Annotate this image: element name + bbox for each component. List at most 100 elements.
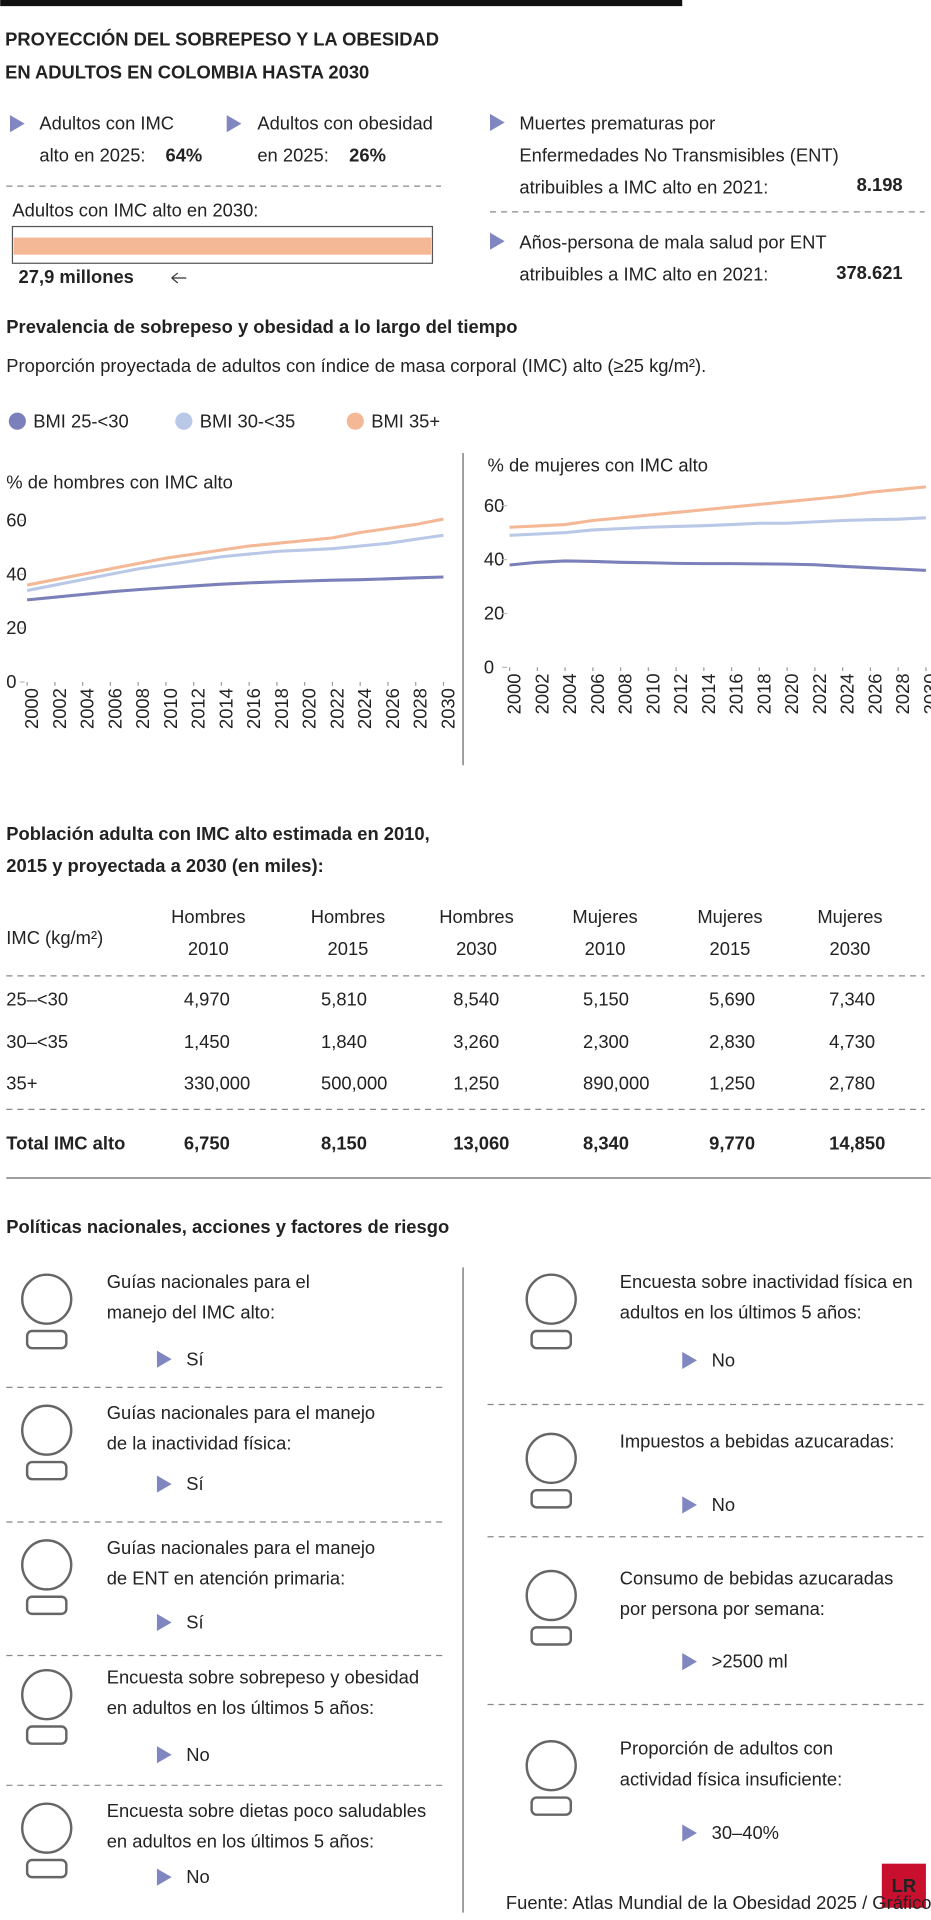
legend-swatch: [8, 412, 26, 430]
line-series: [26, 533, 444, 592]
bullet: [489, 113, 505, 132]
table-cell: 6,750: [184, 1133, 230, 1154]
projection-label: Adultos con IMC alto en 2030:: [12, 200, 258, 221]
table-cell: 5,810: [321, 988, 367, 1009]
table-cell: 4,970: [184, 988, 230, 1009]
stat-value: 64%: [166, 145, 203, 166]
policy-answer: No: [712, 1349, 735, 1370]
ent-value: 8.198: [857, 174, 903, 195]
x-tick-label: 2022: [809, 673, 830, 714]
policy-answer: Sí: [186, 1348, 204, 1369]
icon: [530, 1796, 573, 1816]
line-series: [26, 517, 444, 587]
arrow: [171, 272, 187, 284]
policy-answer: No: [712, 1494, 735, 1515]
legend-swatch: [346, 412, 364, 430]
title: EN ADULTOS EN COLOMBIA HASTA 2030: [5, 61, 369, 82]
policy-text: en adultos en los últimos 5 años:: [107, 1831, 374, 1852]
bar: [13, 237, 432, 255]
table-cell: 500,000: [321, 1073, 387, 1094]
policy-text: manejo del IMC alto:: [107, 1302, 275, 1323]
logo: LR: [892, 1875, 916, 1896]
policy-text: Impuestos a bebidas azucaradas:: [620, 1430, 895, 1451]
stat-value: 26%: [349, 145, 386, 166]
x-tick-label: 2016: [243, 688, 264, 729]
policy-text: en adultos en los últimos 5 años:: [107, 1697, 374, 1718]
table-cell: 8,150: [321, 1133, 367, 1154]
table-cell: 2,780: [829, 1073, 875, 1094]
x-tick-label: 2008: [615, 673, 636, 714]
bullet: [489, 232, 505, 250]
x-tick-label: 2012: [188, 688, 209, 729]
icon: [25, 1460, 68, 1481]
stat-label: alto en 2025:: [39, 145, 145, 166]
table-cell: 890,000: [583, 1073, 649, 1094]
x-tick-label: 2010: [160, 688, 181, 729]
column-header: Mujeres: [817, 906, 882, 927]
axis-label: % de hombres con IMC alto: [6, 472, 233, 493]
policy-text: actividad física insuficiente:: [620, 1768, 842, 1789]
column-header: 2010: [585, 938, 626, 959]
ent-label: atribuibles a IMC alto en 2021:: [519, 263, 768, 284]
bullet: [682, 1351, 697, 1369]
icon: [530, 1488, 573, 1509]
line-series: [26, 575, 444, 602]
policy-text: Encuesta sobre sobrepeso y obesidad: [107, 1667, 419, 1688]
table-cell: 30–<35: [6, 1031, 68, 1052]
y-tick-label: 60: [6, 509, 26, 530]
policy-answer: No: [186, 1744, 209, 1765]
x-tick-label: 2002: [531, 673, 552, 714]
x-tick-label: 2020: [299, 688, 320, 729]
column-header: Hombres: [439, 906, 513, 927]
projection-value: 27,9 millones: [19, 266, 134, 287]
policy-answer: 30–40%: [712, 1822, 779, 1843]
x-tick-label: 2026: [382, 688, 403, 729]
icon: [25, 1329, 68, 1350]
column-header: 2010: [188, 938, 229, 959]
column-header: IMC (kg/m²): [6, 927, 103, 948]
policy-text: por persona por semana:: [620, 1598, 825, 1619]
bar-frame: [11, 225, 434, 264]
x-tick-label: 2030: [920, 673, 931, 714]
x-tick-label: 2002: [49, 688, 70, 729]
icon: [21, 1668, 73, 1721]
bullet: [156, 1746, 172, 1764]
policy-answer: >2500 ml: [712, 1651, 788, 1672]
ent-label: Muertes prematuras por: [519, 113, 715, 134]
x-tick-label: 2006: [587, 673, 608, 714]
policy-text: de la inactividad física:: [107, 1433, 292, 1454]
policy-text: Guías nacionales para el manejo: [107, 1402, 375, 1423]
table-cell: 7,340: [829, 988, 875, 1009]
stat-label: en 2025:: [257, 145, 328, 166]
column-header: Mujeres: [572, 906, 637, 927]
table-cell: 8,540: [453, 988, 499, 1009]
x-tick-label: 2018: [753, 673, 774, 714]
table-cell: 1,250: [453, 1073, 499, 1094]
ent-label: Años-persona de mala salud por ENT: [519, 232, 826, 253]
x-tick-label: 2012: [670, 673, 691, 714]
icon: [21, 1404, 73, 1456]
bullet: [682, 1496, 697, 1514]
x-tick-label: 2030: [437, 688, 458, 729]
y-tick-label: 20: [6, 617, 26, 638]
x-tick-label: 2006: [104, 688, 125, 729]
bullet: [9, 115, 25, 133]
icon: [525, 1740, 577, 1792]
x-tick-label: 2028: [892, 673, 913, 714]
bullet: [226, 115, 242, 133]
policy-answer: Sí: [186, 1612, 204, 1633]
y-tick-label: 40: [6, 563, 26, 584]
line-series: [509, 485, 927, 529]
stat-label: Adultos con obesidad: [257, 113, 433, 134]
x-tick-label: 2024: [354, 688, 375, 729]
bullet: [156, 1475, 172, 1493]
column-header: 2030: [456, 938, 497, 959]
x-tick-label: 2000: [504, 673, 525, 714]
table-cell: 3,260: [453, 1031, 499, 1052]
bullet: [156, 1350, 172, 1368]
column-header: Mujeres: [697, 906, 762, 927]
table-cell: 13,060: [453, 1133, 509, 1154]
y-tick-label: 20: [484, 603, 504, 624]
legend-label: BMI 25-<30: [33, 410, 128, 431]
policy-text: Guías nacionales para el: [107, 1271, 310, 1292]
